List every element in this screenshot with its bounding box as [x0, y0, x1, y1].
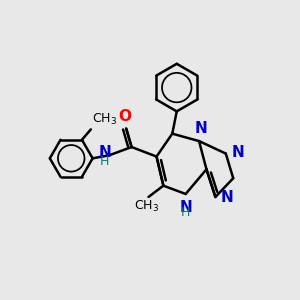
Text: CH$_3$: CH$_3$ [92, 112, 118, 127]
Text: N: N [98, 146, 111, 160]
Text: CH$_3$: CH$_3$ [134, 199, 160, 214]
Text: H: H [181, 206, 190, 220]
Text: N: N [231, 145, 244, 160]
Text: N: N [221, 190, 233, 205]
Text: H: H [100, 155, 109, 168]
Text: O: O [118, 110, 131, 124]
Text: N: N [195, 121, 208, 136]
Text: N: N [179, 200, 192, 215]
